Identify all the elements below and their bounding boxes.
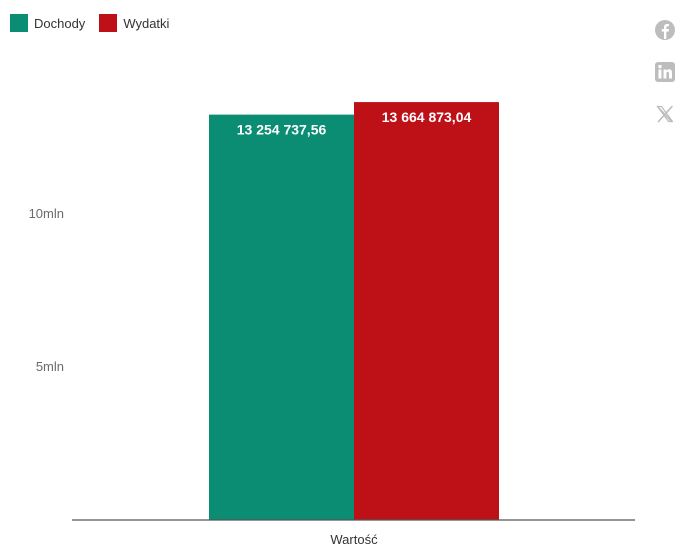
y-tick-label: 10mln — [29, 206, 64, 221]
data-label-dochody: 13 254 737,56 — [237, 122, 327, 138]
share-bar — [651, 16, 679, 128]
x-tick-label: Wartość — [330, 532, 378, 547]
x-twitter-icon[interactable] — [651, 100, 679, 128]
data-label-wydatki: 13 664 873,04 — [382, 109, 472, 125]
facebook-icon[interactable] — [651, 16, 679, 44]
bar-dochody — [209, 115, 354, 520]
y-tick-label: 5mln — [36, 359, 64, 374]
linkedin-icon[interactable] — [651, 58, 679, 86]
bar-wydatki — [354, 102, 499, 520]
